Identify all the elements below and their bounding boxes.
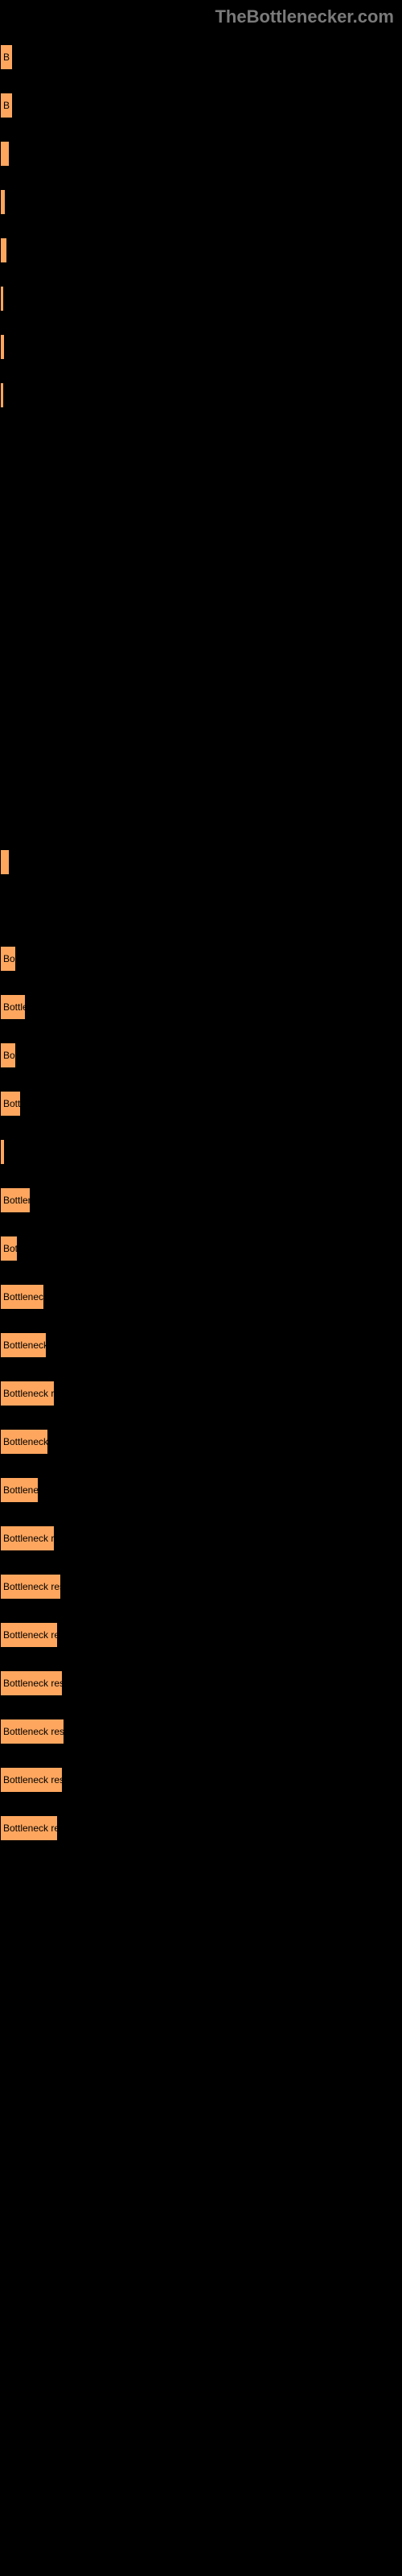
bar-row: Bottleneck result xyxy=(0,1574,61,1600)
bar-row xyxy=(0,849,10,875)
bar: Bottleneck resu xyxy=(0,1815,58,1841)
bar xyxy=(0,334,5,360)
bar-row: B xyxy=(0,44,13,70)
bar xyxy=(0,237,7,263)
bar-row xyxy=(0,141,10,167)
bar-row: Bottleneck res xyxy=(0,1381,55,1406)
bar xyxy=(0,189,6,215)
bar-row: Bottleneck result xyxy=(0,1719,64,1744)
bar-row: Bott xyxy=(0,1091,21,1117)
bar-row xyxy=(0,1139,5,1165)
bar xyxy=(0,849,10,875)
bar-row: Bottleneck xyxy=(0,1477,39,1503)
bar-row: Bottlen xyxy=(0,1187,31,1213)
bar xyxy=(0,286,4,312)
bar: Bottleneck resu xyxy=(0,1622,58,1648)
bar: Bottleneck result xyxy=(0,1719,64,1744)
bar-row: Bottleneck res xyxy=(0,1525,55,1551)
bar-row: Bottleneck resu xyxy=(0,1622,58,1648)
bar-row: Bottleneck resu xyxy=(0,1815,58,1841)
bar-row: Bottleneck xyxy=(0,1284,44,1310)
bar: Bo xyxy=(0,946,16,972)
bar xyxy=(0,1139,5,1165)
bar-row: Bo xyxy=(0,1042,16,1068)
bar: Bottleneck result xyxy=(0,1574,61,1600)
bar: Bottlen xyxy=(0,1187,31,1213)
bar-row xyxy=(0,334,5,360)
bar-row: Bot xyxy=(0,1236,18,1261)
bar: Bottleneck result xyxy=(0,1767,63,1793)
bar-row: Bottleneck r xyxy=(0,1332,47,1358)
bar-row: Bo xyxy=(0,946,16,972)
bar-row: Bottleneck result xyxy=(0,1767,63,1793)
bar: Bottleneck xyxy=(0,1477,39,1503)
bar: Bottleneck result xyxy=(0,1670,63,1696)
bar-row: Bottle xyxy=(0,994,26,1020)
bar xyxy=(0,141,10,167)
bar: B xyxy=(0,44,13,70)
watermark-text: TheBottlenecker.com xyxy=(215,6,394,27)
bar: Bottleneck re xyxy=(0,1429,48,1455)
bar xyxy=(0,382,4,408)
bar-row xyxy=(0,286,4,312)
bar-row: B xyxy=(0,93,13,118)
bar: Bottleneck res xyxy=(0,1525,55,1551)
bar: Bott xyxy=(0,1091,21,1117)
bar: Bottle xyxy=(0,994,26,1020)
bar-row xyxy=(0,382,4,408)
bar-row: Bottleneck re xyxy=(0,1429,48,1455)
bar: Bottleneck r xyxy=(0,1332,47,1358)
bar-row xyxy=(0,237,7,263)
bar-row xyxy=(0,189,6,215)
bar: Bot xyxy=(0,1236,18,1261)
bar-row: Bottleneck result xyxy=(0,1670,63,1696)
bar: Bottleneck xyxy=(0,1284,44,1310)
bar: Bottleneck res xyxy=(0,1381,55,1406)
bar: Bo xyxy=(0,1042,16,1068)
bar: B xyxy=(0,93,13,118)
